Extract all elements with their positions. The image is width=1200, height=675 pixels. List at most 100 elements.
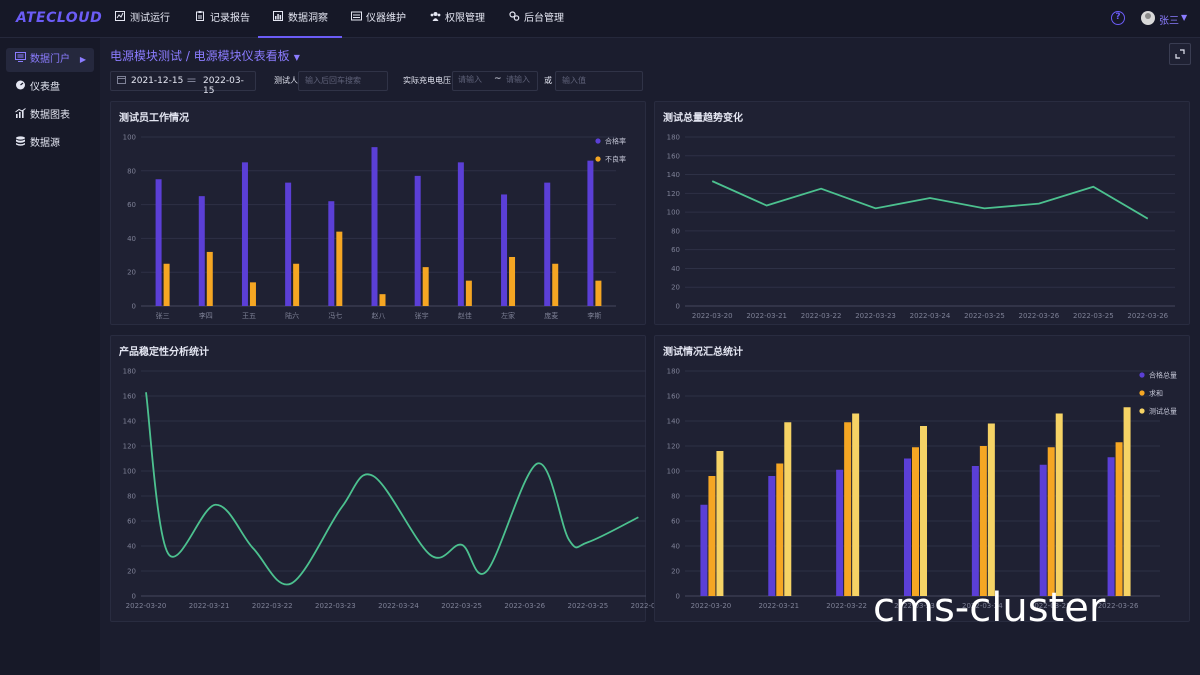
bar <box>293 263 300 306</box>
bar <box>155 179 162 306</box>
x-tick-label: 2022-03-25 <box>568 602 609 610</box>
help-icon[interactable]: ? <box>1111 11 1125 25</box>
x-tick-label: 2022-03-22 <box>252 602 293 610</box>
legend-marker <box>595 156 601 162</box>
panel-tester-workload: 测试员工作情况 0 20 40 60 80 100 张三 李四 王五 陆六 冯七 赵八 张宇 赵佳 左家 庞麦… <box>110 101 646 325</box>
legend-label: 不良率 <box>605 155 626 164</box>
y-tick-label: 80 <box>671 227 680 235</box>
avatar[interactable] <box>1141 11 1155 25</box>
y-tick-label: 80 <box>127 493 136 501</box>
panel-title: 测试总量趋势变化 <box>663 113 743 124</box>
x-tick-label: 2022-03-21 <box>758 602 799 610</box>
y-tick-label: 60 <box>671 518 680 526</box>
x-tick-label: 2022-03-26 <box>631 602 672 610</box>
bar <box>979 446 987 596</box>
panel-title: 测试情况汇总统计 <box>663 347 743 358</box>
series-line <box>145 392 639 586</box>
legend-label: 合格率 <box>605 137 626 146</box>
bar <box>1115 442 1123 596</box>
x-tick-label: 张宇 <box>415 311 429 320</box>
database-icon <box>14 132 26 156</box>
caret-down-icon[interactable]: ▼ <box>293 53 300 62</box>
y-tick-label: 180 <box>667 368 680 376</box>
x-tick-label: 2022-03-24 <box>910 312 951 320</box>
x-tick-label: 2022-03-23 <box>894 602 935 610</box>
sidebar-item-datasource[interactable]: 数据源 <box>6 132 94 156</box>
bar <box>784 422 792 596</box>
breadcrumb[interactable]: 电源模块测试 / 电源模块仪表看板 ▼ <box>110 47 300 64</box>
end-date[interactable]: 2022-03-15 <box>203 76 244 96</box>
legend-marker <box>595 138 601 144</box>
top-nav-bar: ATECLOUD 测试运行 记录报告 数据洞察 仪器维护 权限管理 后台管理 ?… <box>0 0 1200 38</box>
fullscreen-button[interactable] <box>1169 43 1191 65</box>
tester-label: 测试人 <box>274 76 298 85</box>
panel-title: 产品稳定性分析统计 <box>119 347 209 358</box>
bar <box>544 182 551 306</box>
x-tick-label: 2022-03-25 <box>1073 312 1114 320</box>
x-tick-label: 张三 <box>156 311 170 320</box>
bar <box>457 162 464 306</box>
x-tick-label: 2022-03-25 <box>1030 602 1071 610</box>
bar <box>414 175 421 306</box>
panel-test-trend: 测试总量趋势变化 0 20 40 60 80 100 120 140 160 180 2022-03… <box>654 101 1190 325</box>
y-tick-label: 120 <box>667 190 680 198</box>
x-tick-label: 2022-03-21 <box>746 312 787 320</box>
calendar-separator-icon <box>187 76 196 88</box>
y-tick-label: 180 <box>123 368 136 376</box>
tester-search-input[interactable]: 输入后回车搜索 <box>298 71 388 91</box>
y-tick-label: 40 <box>671 543 680 551</box>
bar <box>776 463 784 596</box>
nav-item-data-insight[interactable]: 数据洞察 <box>258 0 342 38</box>
nav-item-records[interactable]: 记录报告 <box>194 0 250 38</box>
nav-item-test-run[interactable]: 测试运行 <box>114 0 170 38</box>
x-tick-label: 2022-03-24 <box>378 602 419 610</box>
sidebar-item-charts[interactable]: 数据图表 <box>6 104 94 128</box>
gears-icon <box>508 0 520 38</box>
y-tick-label: 60 <box>127 201 136 209</box>
user-name[interactable]: 张三 <box>1159 16 1179 27</box>
sidebar-item-data-portal[interactable]: 数据门户 ▶ <box>6 48 94 72</box>
value-input[interactable]: 输入值 <box>555 71 643 91</box>
y-tick-label: 80 <box>127 167 136 175</box>
bar <box>206 251 213 306</box>
y-tick-label: 140 <box>123 418 136 426</box>
y-tick-label: 20 <box>671 284 680 292</box>
x-tick-label: 2022-03-24 <box>962 602 1003 610</box>
bar <box>700 504 708 596</box>
app-logo[interactable]: ATECLOUD <box>16 10 103 26</box>
bar <box>509 256 516 306</box>
y-tick-label: 0 <box>676 593 680 601</box>
date-range-picker[interactable]: 2021-12-15 2022-03-15 <box>110 71 256 96</box>
sidebar-item-label: 数据源 <box>30 138 60 149</box>
x-tick-label: 2022-03-22 <box>826 602 867 610</box>
or-label: 或 <box>544 76 552 85</box>
y-tick-label: 40 <box>127 235 136 243</box>
bar <box>836 469 844 596</box>
nav-item-instrument[interactable]: 仪器维护 <box>350 0 406 38</box>
bar <box>716 451 724 596</box>
nav-label: 数据洞察 <box>288 13 328 24</box>
voltage-max-input[interactable]: 请输入 <box>506 75 530 84</box>
x-tick-label: 2022-03-26 <box>1127 312 1168 320</box>
x-tick-label: 庞麦 <box>544 311 558 320</box>
range-separator: ~ <box>494 74 502 84</box>
nav-item-admin[interactable]: 后台管理 <box>508 0 564 38</box>
watermark-text: cms-cluster <box>873 585 1106 631</box>
sidebar-item-dashboard[interactable]: 仪表盘 <box>6 76 94 100</box>
start-date[interactable]: 2021-12-15 <box>131 76 184 86</box>
y-tick-label: 100 <box>667 209 680 217</box>
dashboard-icon <box>14 76 26 100</box>
y-tick-label: 120 <box>667 443 680 451</box>
bar <box>708 476 716 596</box>
bar <box>285 182 292 306</box>
y-tick-label: 180 <box>667 134 680 142</box>
instrument-icon <box>350 0 362 38</box>
bar <box>920 426 927 596</box>
nav-item-permissions[interactable]: 权限管理 <box>429 0 485 38</box>
x-tick-label: 2022-03-26 <box>504 602 545 610</box>
x-tick-label: 2022-03-20 <box>126 602 167 610</box>
legend-label: 测试总量 <box>1149 407 1177 416</box>
voltage-min-input[interactable]: 请输入 <box>458 75 482 84</box>
x-tick-label: 2022-03-25 <box>441 602 482 610</box>
chevron-down-icon[interactable]: ▼ <box>1181 13 1188 22</box>
